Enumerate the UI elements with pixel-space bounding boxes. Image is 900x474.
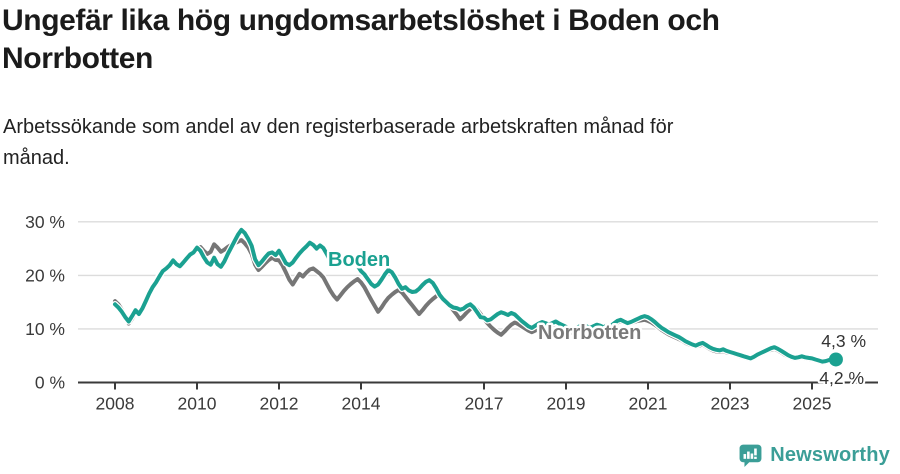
x-axis-label: 2012 [260, 394, 299, 414]
y-axis-label: 10 % [25, 319, 65, 339]
norrbotten-end-value-label: 4,2 % [819, 368, 864, 388]
subtitle-line-2: månad. [3, 147, 70, 169]
subtitle-line-1: Arbetssökande som andel av den registerb… [3, 116, 674, 138]
chart-subtitle: Arbetssökande som andel av den registerb… [3, 112, 863, 174]
x-axis-label: 2025 [793, 394, 832, 414]
page-title: Ungefär lika hög ungdomsarbetslöshet i B… [2, 2, 862, 78]
x-axis-label: 2014 [342, 394, 381, 414]
series-label-boden: Boden [328, 249, 390, 271]
x-axis-label: 2008 [96, 394, 135, 414]
brand-footer: Newsworthy [738, 443, 890, 468]
boden-end-dot [828, 352, 843, 367]
title-line-1: Ungefär lika hög ungdomsarbetslöshet i B… [2, 4, 720, 37]
title-line-2: Norrbotten [2, 42, 153, 75]
y-axis-label: 30 % [25, 212, 65, 232]
newsworthy-logo-icon [739, 444, 762, 467]
y-axis-label: 0 % [35, 373, 65, 393]
boden-line [113, 227, 838, 364]
boden-end-value-label: 4,3 % [821, 331, 866, 351]
y-axis-label: 20 % [25, 265, 65, 285]
unemployment-line-chart: 30 % 20 % 10 % 0 % 2008 2010 2012 2014 2017 2019 2… [25, 212, 878, 414]
x-axis-label: 2023 [711, 394, 750, 414]
x-axis-label: 2017 [465, 394, 504, 414]
series-label-norrbotten: Norrbotten [538, 322, 641, 344]
x-axis-label: 2010 [178, 394, 217, 414]
x-axis-label: 2019 [547, 394, 586, 414]
x-axis-label: 2021 [629, 394, 668, 414]
brand-name: Newsworthy [770, 444, 890, 466]
